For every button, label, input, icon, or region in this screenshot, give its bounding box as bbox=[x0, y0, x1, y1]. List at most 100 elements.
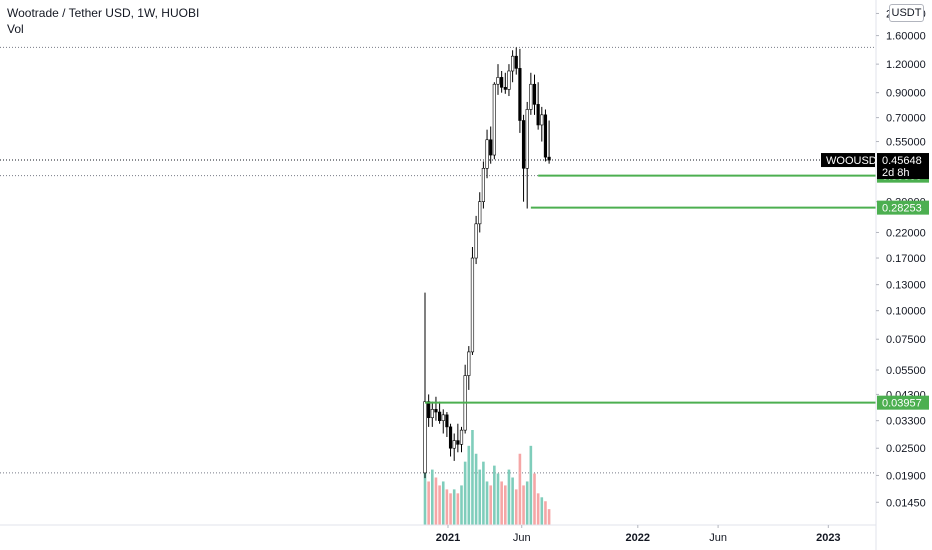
candle-body bbox=[434, 409, 438, 413]
volume-bar bbox=[504, 485, 507, 525]
price-tick-label: 0.03300 bbox=[886, 416, 926, 428]
volume-bar bbox=[496, 473, 500, 525]
volume-bar bbox=[547, 509, 551, 525]
price-tick-label: 0.05500 bbox=[886, 365, 926, 377]
candle-body bbox=[543, 114, 548, 158]
volume-indicator-label[interactable]: Vol bbox=[7, 22, 24, 36]
candle-body bbox=[445, 414, 449, 428]
horizontal-lines bbox=[425, 174, 876, 404]
candle-body bbox=[518, 68, 522, 121]
candle-body bbox=[430, 409, 434, 419]
volume-bar bbox=[456, 493, 460, 525]
candle-body bbox=[489, 139, 493, 156]
volume-bar bbox=[478, 469, 482, 525]
price-tick-label: 0.13000 bbox=[886, 280, 926, 292]
volume-bar bbox=[471, 430, 474, 525]
candle-body bbox=[485, 139, 489, 169]
volume-bar bbox=[500, 481, 503, 525]
level-price-text: 0.03957 bbox=[882, 398, 922, 410]
chart-legend: Wootrade / Tether USD, 1W, HUOBI Vol bbox=[7, 5, 199, 37]
volume-bar bbox=[544, 501, 547, 525]
volume-bar bbox=[452, 489, 456, 525]
time-tick-label: Jun bbox=[513, 532, 531, 544]
currency-button[interactable]: USDT bbox=[889, 4, 924, 22]
volume-bar bbox=[540, 497, 544, 525]
candle-body bbox=[507, 70, 511, 90]
level-price-text: 0.28253 bbox=[882, 203, 922, 215]
candle-body bbox=[474, 223, 478, 259]
volume-bar bbox=[511, 477, 514, 525]
volume-bar bbox=[507, 469, 511, 525]
time-tick-label: 2022 bbox=[626, 532, 650, 544]
volume-bar bbox=[467, 445, 471, 525]
time-tick-label: 2023 bbox=[816, 532, 840, 544]
price-tick-label: 0.01450 bbox=[886, 497, 926, 509]
candle-body bbox=[441, 414, 445, 421]
last-price-text: 0.45648 bbox=[882, 155, 922, 167]
price-tick-label: 0.55000 bbox=[886, 137, 926, 149]
candle-body bbox=[500, 77, 504, 88]
level-price-badge bbox=[877, 395, 929, 410]
volume-bar bbox=[485, 481, 489, 525]
symbol-title[interactable]: Wootrade / Tether USD, 1W, HUOBI bbox=[7, 6, 200, 20]
candle-body bbox=[478, 201, 482, 225]
candle-body bbox=[448, 426, 453, 449]
candle-body bbox=[529, 83, 533, 110]
candle-body bbox=[452, 440, 456, 449]
time-tick-label: 2021 bbox=[436, 532, 460, 544]
candle-body bbox=[481, 167, 486, 202]
candle-body bbox=[467, 351, 471, 376]
volume-bar bbox=[514, 489, 518, 525]
volume-bar bbox=[518, 453, 522, 525]
candle-body bbox=[510, 55, 515, 72]
price-tick-label: 0.10000 bbox=[886, 306, 926, 318]
candle-body bbox=[525, 109, 529, 169]
time-scale: 2021 Jun 2022 Jun 2023 bbox=[436, 525, 841, 544]
volume-bar bbox=[529, 445, 533, 525]
volume-bar bbox=[525, 481, 529, 525]
candle-body bbox=[423, 401, 427, 474]
price-tick-label: 0.01900 bbox=[886, 470, 926, 482]
candle-body bbox=[470, 257, 475, 353]
volume-bar bbox=[438, 485, 441, 525]
candle-body bbox=[536, 104, 540, 126]
candle-body bbox=[514, 55, 518, 69]
volume-bar bbox=[441, 481, 445, 525]
volume-bar bbox=[536, 493, 540, 525]
candle-body bbox=[427, 401, 431, 419]
candle-body bbox=[437, 411, 442, 421]
countdown-text: 2d 8h bbox=[882, 167, 910, 179]
price-scale: 2.000001.600001.200000.900000.700000.550… bbox=[876, 8, 926, 509]
price-tick-label: 0.90000 bbox=[886, 88, 926, 100]
volume-bar bbox=[431, 469, 434, 525]
candlesticks bbox=[423, 47, 551, 479]
price-tick-label: 1.60000 bbox=[886, 31, 926, 43]
symbol-badge bbox=[821, 153, 875, 168]
candle-body bbox=[521, 120, 526, 169]
candle-body bbox=[492, 83, 496, 156]
reference-lines bbox=[0, 46, 876, 474]
candle-body bbox=[456, 440, 460, 445]
volume-bar bbox=[445, 489, 449, 525]
volume-bar bbox=[489, 485, 492, 525]
volume-bar bbox=[423, 461, 427, 525]
price-tick-label: 0.02500 bbox=[886, 443, 926, 455]
volume-bar bbox=[449, 493, 452, 525]
time-tick-label: Jun bbox=[709, 532, 727, 544]
price-tick-label: 0.70000 bbox=[886, 113, 926, 125]
volume-bar bbox=[474, 453, 478, 525]
symbol-badge-text: WOOUSDT bbox=[826, 155, 884, 167]
volume-bar bbox=[427, 481, 430, 525]
volume-bar bbox=[463, 461, 467, 525]
last-price-badge bbox=[877, 153, 929, 180]
price-tick-label: 0.22000 bbox=[886, 227, 926, 239]
candle-body bbox=[496, 77, 500, 85]
price-tick-label: 0.07500 bbox=[886, 334, 926, 346]
price-tick-label: 1.20000 bbox=[886, 59, 926, 71]
volume-bar bbox=[522, 485, 525, 525]
volume-bar bbox=[434, 477, 438, 525]
volume-bar bbox=[482, 461, 485, 525]
candle-body bbox=[459, 429, 464, 445]
